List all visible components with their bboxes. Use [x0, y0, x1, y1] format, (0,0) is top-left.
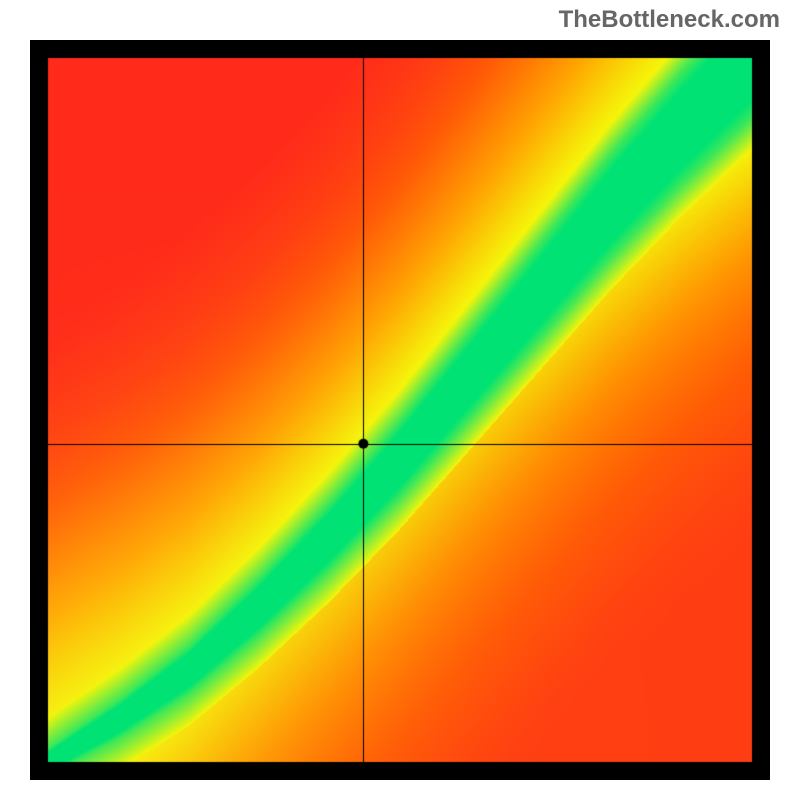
chart-container: TheBottleneck.com [0, 0, 800, 800]
watermark-text: TheBottleneck.com [559, 6, 780, 34]
heatmap-canvas [30, 40, 770, 780]
plot-area [30, 40, 770, 780]
